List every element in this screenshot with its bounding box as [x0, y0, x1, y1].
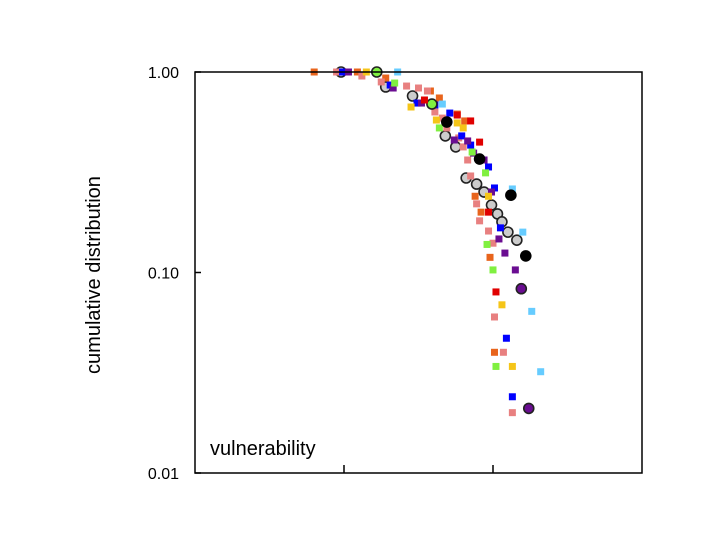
- data-point-red: [492, 288, 500, 296]
- data-point-blue: [485, 163, 493, 171]
- data-point-orange: [471, 192, 479, 200]
- data-point-pink: [489, 239, 497, 247]
- data-point-gray-circles: [511, 234, 523, 246]
- data-point-purple: [488, 188, 496, 196]
- data-point-light-blue: [508, 185, 516, 193]
- data-point-pink: [508, 409, 516, 417]
- data-point-red: [420, 96, 428, 104]
- data-point-blue: [458, 132, 466, 140]
- data-point-light-blue: [537, 368, 545, 376]
- data-point-pink: [358, 72, 366, 80]
- data-point-yellow: [453, 119, 461, 127]
- data-point-purple: [464, 137, 472, 145]
- data-point-red: [485, 208, 493, 216]
- data-point-green: [482, 169, 490, 177]
- data-point-purple: [389, 84, 397, 92]
- data-point-red: [476, 138, 484, 146]
- data-point-orange: [382, 74, 390, 82]
- data-point-orange: [435, 94, 443, 102]
- data-point-black: [441, 116, 453, 128]
- data-point-green-circles: [426, 98, 438, 110]
- data-point-purple-circles: [515, 282, 528, 295]
- chart-annotation: vulnerability: [210, 438, 316, 460]
- data-point-pink: [467, 172, 475, 180]
- data-point-orange: [486, 253, 494, 261]
- data-point-blue: [446, 109, 454, 117]
- data-point-yellow: [485, 192, 493, 200]
- data-point-blue: [508, 393, 516, 401]
- data-point-gray-circles: [406, 90, 419, 102]
- data-point-pink: [485, 227, 493, 235]
- data-point-light-blue: [438, 100, 446, 108]
- data-point-pink: [431, 108, 439, 116]
- data-point-gray-circles: [502, 226, 514, 238]
- data-point-gray-circles: [439, 130, 452, 142]
- data-point-pink: [490, 313, 498, 321]
- y-tick-label: 0.01: [148, 466, 179, 483]
- data-point-black: [505, 189, 517, 201]
- data-point-green: [468, 148, 476, 156]
- data-point-yellow: [508, 362, 516, 370]
- data-point-gray-circles: [470, 178, 483, 190]
- data-point-pink: [423, 87, 431, 95]
- data-point-pink: [377, 78, 385, 86]
- data-point-light-blue: [528, 307, 536, 315]
- data-point-gray-circles: [485, 199, 498, 211]
- data-point-yellow: [407, 103, 415, 111]
- y-tick-label: 1.00: [148, 65, 179, 82]
- data-point-yellow: [459, 124, 467, 132]
- axis-ticks: 1.00 0.10 0.01: [148, 65, 494, 483]
- data-point-yellow: [498, 301, 506, 309]
- data-point-blue: [467, 141, 475, 149]
- data-point-pink: [464, 156, 472, 164]
- data-point-pink: [459, 143, 467, 151]
- y-axis-label: cumulative distribution: [83, 176, 105, 374]
- data-point-green: [435, 124, 443, 132]
- data-point-pink: [403, 82, 411, 90]
- plot-frame: [194, 71, 643, 474]
- data-point-black: [473, 153, 486, 165]
- data-point-pink: [473, 200, 481, 208]
- data-point-green: [489, 266, 497, 274]
- data-point-yellow: [432, 116, 440, 124]
- data-point-green: [391, 79, 399, 87]
- data-point-blue: [502, 334, 510, 342]
- data-point-red: [467, 117, 475, 125]
- data-point-green: [483, 240, 491, 248]
- data-point-red: [453, 111, 461, 119]
- data-point-black: [519, 250, 532, 262]
- data-point-pink: [476, 217, 484, 225]
- data-point-orange: [490, 348, 498, 356]
- data-point-purple: [450, 136, 458, 144]
- data-point-purple: [511, 266, 519, 274]
- data-point-pink: [438, 114, 446, 122]
- data-point-orange: [461, 117, 469, 125]
- data-point-blue: [490, 184, 498, 192]
- data-point-pink: [499, 348, 507, 356]
- data-point-blue: [413, 99, 421, 107]
- data-point-purple: [495, 235, 503, 243]
- data-point-pink: [415, 84, 422, 92]
- data-points: [310, 66, 545, 417]
- data-point-pink: [443, 124, 451, 132]
- data-point-light-blue: [519, 228, 527, 236]
- data-point-purple-circles: [522, 402, 535, 415]
- data-point-green: [492, 362, 500, 370]
- data-point-purple: [501, 249, 509, 257]
- y-tick-label: 0.10: [148, 266, 179, 283]
- data-point-orange: [477, 208, 485, 216]
- data-point-blue: [496, 224, 504, 232]
